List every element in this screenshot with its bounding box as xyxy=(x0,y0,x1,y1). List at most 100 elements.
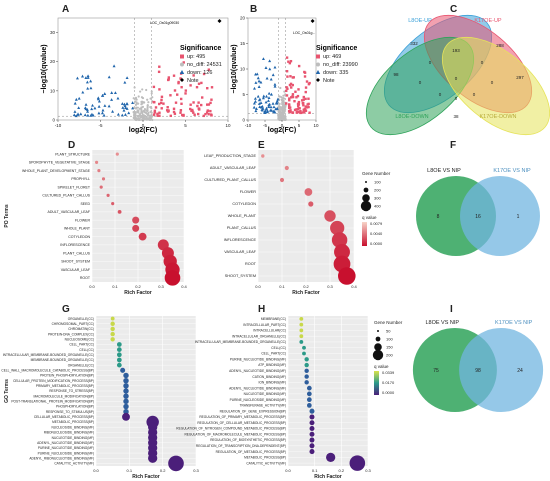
volcano-point-up xyxy=(307,97,310,100)
volcano-point-up xyxy=(200,81,203,85)
volcano-point-down xyxy=(267,91,271,95)
category-label: SPOROPHYTE_VEGETATIVE_STAGE xyxy=(29,161,91,165)
panel-i-venn2: L8OE VS NIP K17OE VS NIP 75 98 24 xyxy=(412,320,544,412)
volcano-point-up xyxy=(304,86,308,89)
dot-point xyxy=(299,328,304,333)
dot-point xyxy=(115,152,119,156)
volcano-point-up xyxy=(156,114,159,117)
volcano-point-nodiff xyxy=(143,108,147,111)
volcano-point-down xyxy=(273,82,277,86)
category-label: VASCULAR_LEAF xyxy=(224,250,256,254)
dot-point xyxy=(302,345,306,350)
volcano-point-up xyxy=(210,114,213,117)
volcano-point-up xyxy=(294,90,297,93)
volcano-point-down xyxy=(96,96,100,100)
x-tick-label: 0.1 xyxy=(112,284,118,289)
panel-letter-h: H xyxy=(258,304,265,315)
gene-number-legend-dot xyxy=(374,343,382,351)
volcano-point-down xyxy=(85,80,89,84)
venn4-set-label: L8OE-DOWN xyxy=(395,114,428,120)
volcano-point-up xyxy=(154,106,158,109)
dot-point xyxy=(120,367,126,373)
volcano-point-up xyxy=(291,93,295,96)
volcano-point-up xyxy=(285,86,288,89)
volcano-point-nodiff xyxy=(279,110,282,114)
volcano-point-up xyxy=(158,102,161,106)
volcano-point-nodiff xyxy=(147,111,150,115)
volcano-point-down xyxy=(267,96,271,99)
volcano-point-up xyxy=(179,97,183,101)
volcano-point-up xyxy=(181,113,184,117)
category-label: CELLULAR_METABOLIC_PROCESS(BP) xyxy=(34,415,94,419)
dot-point xyxy=(110,321,115,326)
volcano-point-up xyxy=(172,74,176,77)
volcano-point-up xyxy=(296,94,300,98)
volcano-point-up xyxy=(158,114,161,117)
volcano-point-up xyxy=(179,111,182,114)
volcano-point-down xyxy=(77,106,81,110)
category-label: COTYLEDON xyxy=(68,235,90,239)
category-label: ADENYL_NUCLEOTIDE_BINDING(MF) xyxy=(37,441,94,445)
volcano-point-up xyxy=(289,75,292,78)
venn2-left-count: 75 xyxy=(433,368,439,374)
volcano-point-down xyxy=(97,111,101,115)
volcano-point-up xyxy=(192,101,195,104)
volcano-point-up xyxy=(173,89,177,92)
dot-point xyxy=(148,453,158,463)
volcano-point-down xyxy=(131,106,135,110)
volcano-point-down xyxy=(74,114,78,118)
category-label: ADENYL_NUCLEOTIDE_BINDING(MF) xyxy=(229,369,286,373)
qvalue-legend-label: 0.0040 xyxy=(370,231,383,236)
volcano-point-nodiff xyxy=(140,106,143,109)
volcano-point-down xyxy=(264,100,268,104)
volcano-point-nodiff xyxy=(150,90,153,93)
category-label: FLOWER xyxy=(75,218,90,222)
volcano-point-up xyxy=(206,103,209,106)
volcano-point-down xyxy=(121,106,125,109)
volcano-point-up xyxy=(295,108,298,111)
volcano-point-up xyxy=(290,86,293,89)
volcano-point-nodiff xyxy=(282,94,285,97)
volcano-point-up xyxy=(291,95,294,98)
volcano-point-down xyxy=(254,107,258,110)
panel-letter-i: I xyxy=(450,304,453,315)
category-label: PROTEIN_PHOSPHORYLATION(BP) xyxy=(40,374,94,378)
volcano-point-up xyxy=(305,106,309,109)
volcano-point-nodiff xyxy=(141,115,145,118)
volcano-point-nodiff xyxy=(147,101,150,104)
category-label: NUCLEOSIDE_BINDING(MF) xyxy=(51,425,94,429)
dot-point xyxy=(334,244,350,260)
gene-number-legend-title: Gene Number xyxy=(374,320,403,325)
volcano-point-up xyxy=(207,113,210,116)
dot-point xyxy=(123,393,129,399)
volcano-point-down xyxy=(75,76,79,80)
venn2-left-label: L8OE VS NIP xyxy=(425,320,459,326)
volcano-point-down xyxy=(254,72,258,76)
dot-point xyxy=(123,403,129,410)
volcano-point-nodiff xyxy=(137,95,140,98)
volcano-b-xlabel: log2(FC) xyxy=(268,127,296,134)
volcano-point-nodiff xyxy=(145,116,148,119)
dot-point xyxy=(304,374,309,379)
venn4-region-value: 0 xyxy=(419,80,422,85)
category-label: REGULATION_OF_METABOLIC_PROCESS(BP) xyxy=(216,450,286,454)
volcano-point-up xyxy=(295,96,298,99)
volcano-point-up xyxy=(304,97,307,101)
volcano-point-down xyxy=(125,107,129,110)
dot-point xyxy=(110,326,115,332)
volcano-point-up xyxy=(302,104,305,107)
category-label: FLOWER xyxy=(240,190,257,194)
volcano-point-nodiff xyxy=(140,96,144,99)
volcano-point-nodiff xyxy=(280,113,284,117)
volcano-point-nodiff xyxy=(135,98,138,101)
volcano-point-down xyxy=(81,74,85,78)
volcano-point-nodiff xyxy=(283,90,286,93)
legend-item-label: up: 495 xyxy=(187,54,205,60)
volcano-point-up xyxy=(169,94,172,97)
y-tick-label: 20 xyxy=(50,59,56,64)
dot-point xyxy=(97,169,101,173)
legend-item-label: down: 126 xyxy=(187,70,212,76)
dot-point xyxy=(132,216,140,224)
volcano-point-down xyxy=(116,112,120,116)
dot-point xyxy=(302,351,306,356)
